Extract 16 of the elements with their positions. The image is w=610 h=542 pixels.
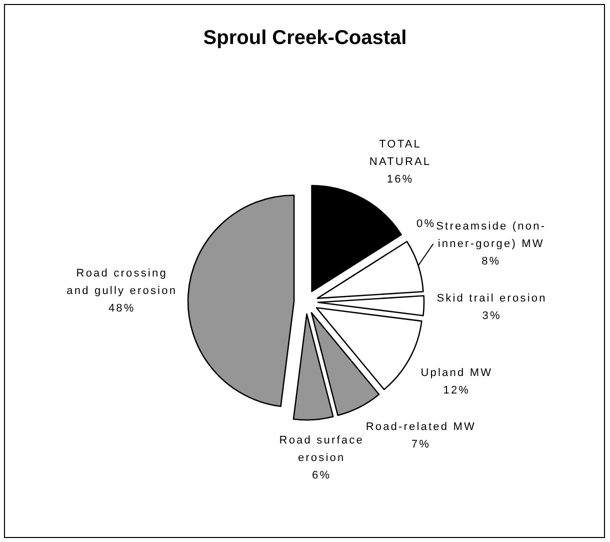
data-label: 7%	[411, 438, 430, 450]
slice-label: TOTAL NATURAL	[369, 138, 432, 168]
data-label: 3%	[482, 310, 502, 322]
data-label: 12%	[443, 384, 470, 396]
slice-label: Road-related MW	[366, 420, 476, 433]
data-label: 48%	[108, 302, 136, 314]
slice-label: Upland MW	[420, 366, 493, 379]
data-label: 16%	[386, 174, 414, 186]
slice-label: Streamside (non- inner-gorge) MW	[436, 220, 546, 250]
data-label: 6%	[312, 470, 332, 482]
chart-title: Sproul Creek-Coastal	[203, 27, 407, 49]
slice-label: Road crossing and gully erosion	[66, 267, 178, 297]
slice-label: Skid trail erosion	[436, 292, 547, 305]
text: 0%	[416, 218, 436, 230]
data-label: 8%	[482, 256, 501, 268]
slice-label: Road surface erosion	[279, 434, 364, 464]
